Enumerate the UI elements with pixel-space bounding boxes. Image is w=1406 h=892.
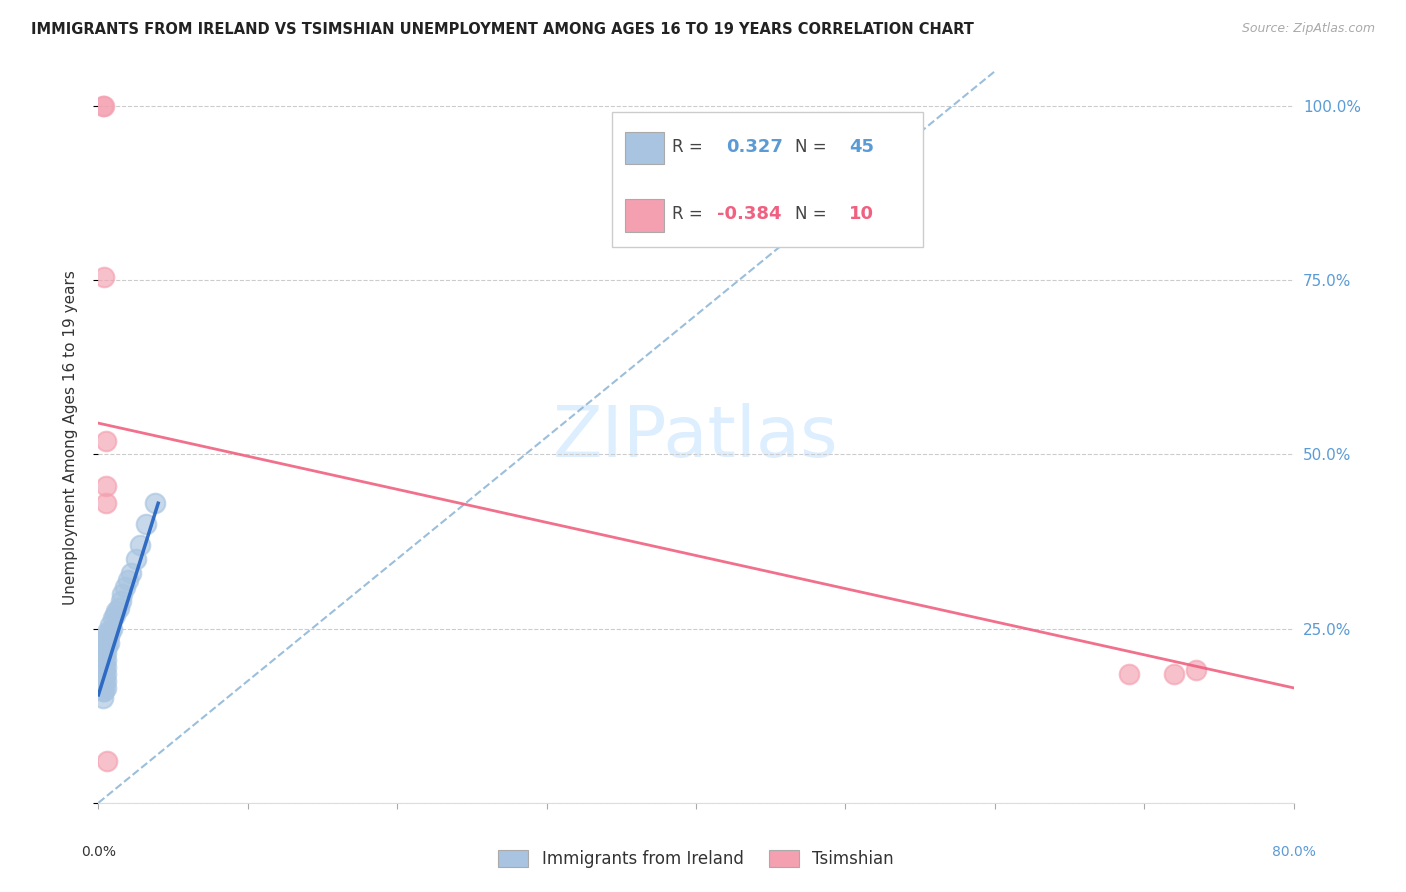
- Point: [91, 642, 114, 657]
- Point: [94, 434, 117, 448]
- Point: [94, 496, 117, 510]
- Point: [96, 639, 118, 653]
- Point: [96, 625, 118, 640]
- Point: [93, 677, 115, 691]
- Point: [91, 684, 114, 698]
- Point: [91, 677, 114, 691]
- Y-axis label: Unemployment Among Ages 16 to 19 years: Unemployment Among Ages 16 to 19 years: [63, 269, 77, 605]
- Point: [93, 670, 115, 684]
- Point: [93, 684, 115, 698]
- Point: [105, 604, 128, 618]
- Point: [98, 625, 122, 640]
- Point: [114, 580, 136, 594]
- Point: [90, 649, 112, 664]
- Point: [93, 646, 115, 660]
- Point: [97, 635, 120, 649]
- Point: [110, 594, 132, 608]
- Point: [94, 667, 117, 681]
- Point: [94, 632, 117, 646]
- Point: [97, 629, 120, 643]
- Text: 80.0%: 80.0%: [1271, 845, 1316, 859]
- Point: [93, 99, 115, 113]
- Text: R =: R =: [672, 137, 709, 156]
- Text: Source: ZipAtlas.com: Source: ZipAtlas.com: [1241, 22, 1375, 36]
- Text: 0.0%: 0.0%: [82, 845, 115, 859]
- Point: [94, 639, 117, 653]
- Text: -0.384: -0.384: [717, 205, 782, 223]
- Point: [143, 496, 166, 510]
- Point: [135, 517, 157, 532]
- Text: 0.327: 0.327: [725, 137, 783, 156]
- Point: [108, 600, 131, 615]
- FancyBboxPatch shape: [626, 132, 664, 164]
- Point: [96, 754, 118, 768]
- FancyBboxPatch shape: [626, 199, 664, 232]
- Point: [94, 660, 117, 674]
- Point: [1163, 667, 1185, 681]
- Point: [1118, 667, 1140, 681]
- Text: IMMIGRANTS FROM IRELAND VS TSIMSHIAN UNEMPLOYMENT AMONG AGES 16 TO 19 YEARS CORR: IMMIGRANTS FROM IRELAND VS TSIMSHIAN UNE…: [31, 22, 974, 37]
- Point: [93, 657, 115, 671]
- Point: [93, 664, 115, 678]
- Point: [93, 632, 115, 646]
- Point: [91, 657, 114, 671]
- Point: [111, 587, 134, 601]
- Point: [94, 673, 117, 688]
- Point: [91, 670, 114, 684]
- Point: [101, 622, 124, 636]
- Point: [98, 618, 122, 632]
- Point: [120, 566, 142, 580]
- Point: [104, 607, 127, 622]
- Point: [103, 611, 125, 625]
- Text: 10: 10: [849, 205, 875, 223]
- Point: [94, 646, 117, 660]
- Point: [94, 681, 117, 695]
- Point: [96, 632, 118, 646]
- Point: [90, 664, 112, 678]
- Point: [117, 573, 139, 587]
- Point: [94, 479, 117, 493]
- Point: [129, 538, 152, 552]
- Point: [1185, 664, 1208, 678]
- FancyBboxPatch shape: [613, 112, 922, 247]
- Point: [91, 99, 114, 113]
- Legend: Immigrants from Ireland, Tsimshian: Immigrants from Ireland, Tsimshian: [492, 844, 900, 875]
- Text: N =: N =: [796, 205, 832, 223]
- Text: R =: R =: [672, 205, 709, 223]
- Text: ZIPatlas: ZIPatlas: [553, 402, 839, 472]
- Point: [93, 269, 115, 284]
- Text: N =: N =: [796, 137, 832, 156]
- Point: [91, 691, 114, 706]
- Point: [93, 642, 115, 657]
- Point: [125, 552, 148, 566]
- Point: [94, 653, 117, 667]
- Text: 45: 45: [849, 137, 875, 156]
